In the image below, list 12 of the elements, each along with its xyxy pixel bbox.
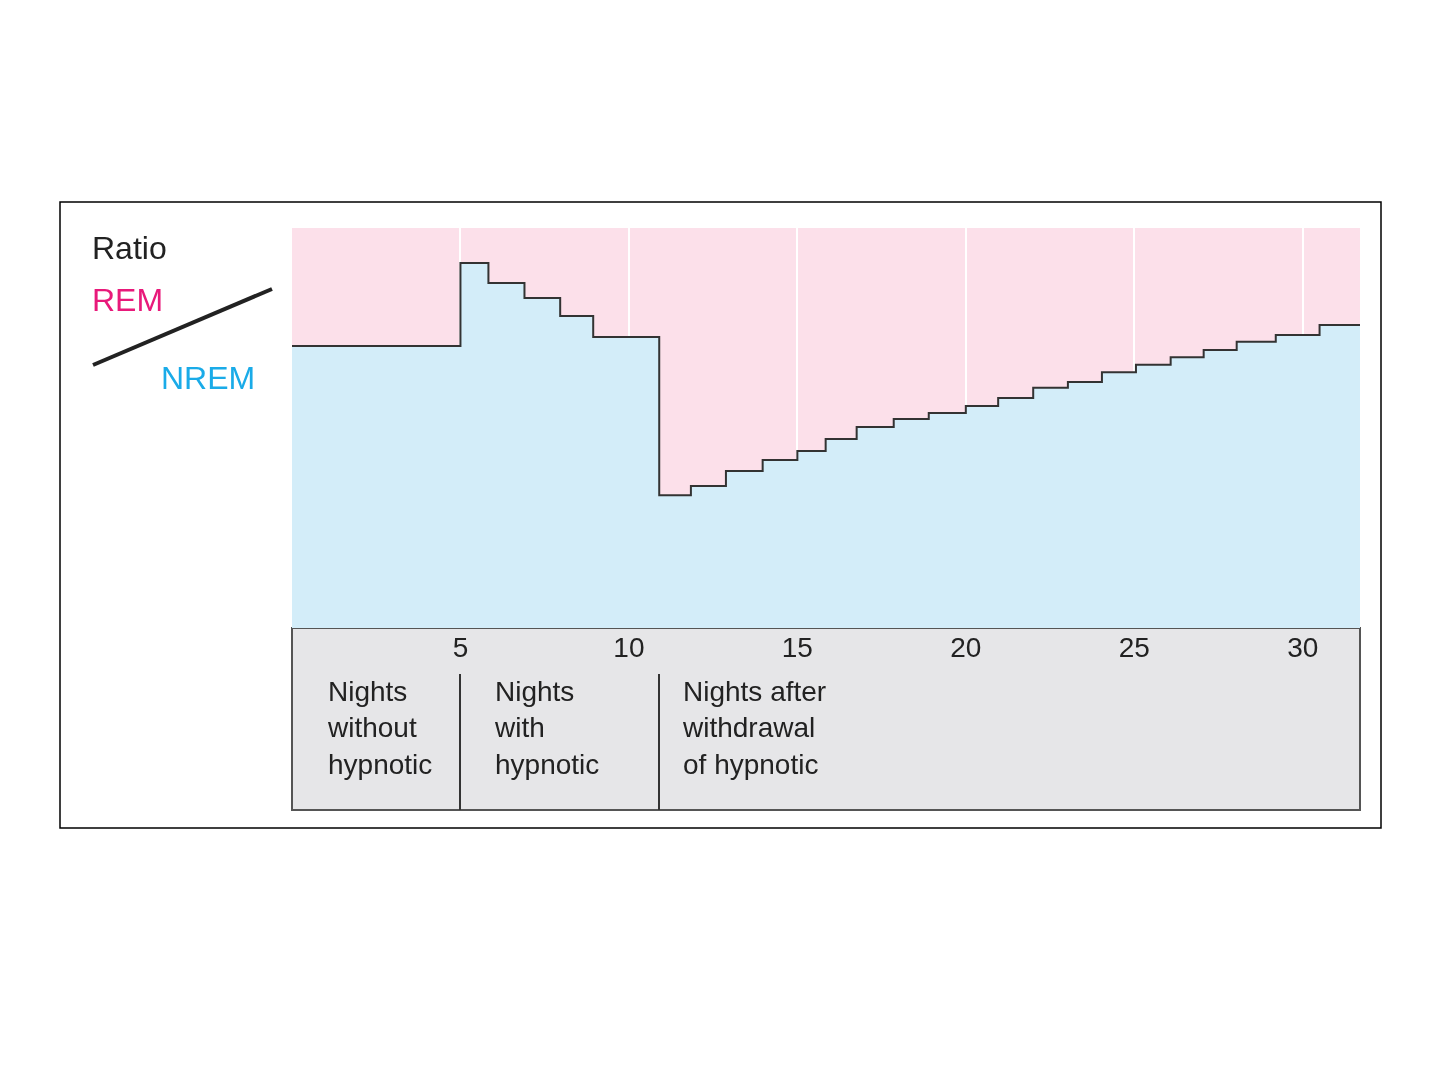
text: NREM	[161, 360, 256, 396]
x-tick-label: 30	[1287, 632, 1319, 663]
x-tick-label: 25	[1118, 632, 1150, 663]
x-tick-label: 10	[613, 632, 645, 663]
y-axis-title: Ratio	[92, 230, 167, 266]
text: Nights without hypnotic	[327, 676, 433, 780]
x-tick-label: 5	[452, 632, 469, 663]
text: Nights with hypnotic	[494, 676, 600, 780]
x-tick-label: 15	[781, 632, 813, 663]
text: Nights after withdrawal of hypnotic	[682, 676, 827, 780]
text: REM	[92, 282, 164, 318]
x-tick-label: 20	[950, 632, 982, 663]
